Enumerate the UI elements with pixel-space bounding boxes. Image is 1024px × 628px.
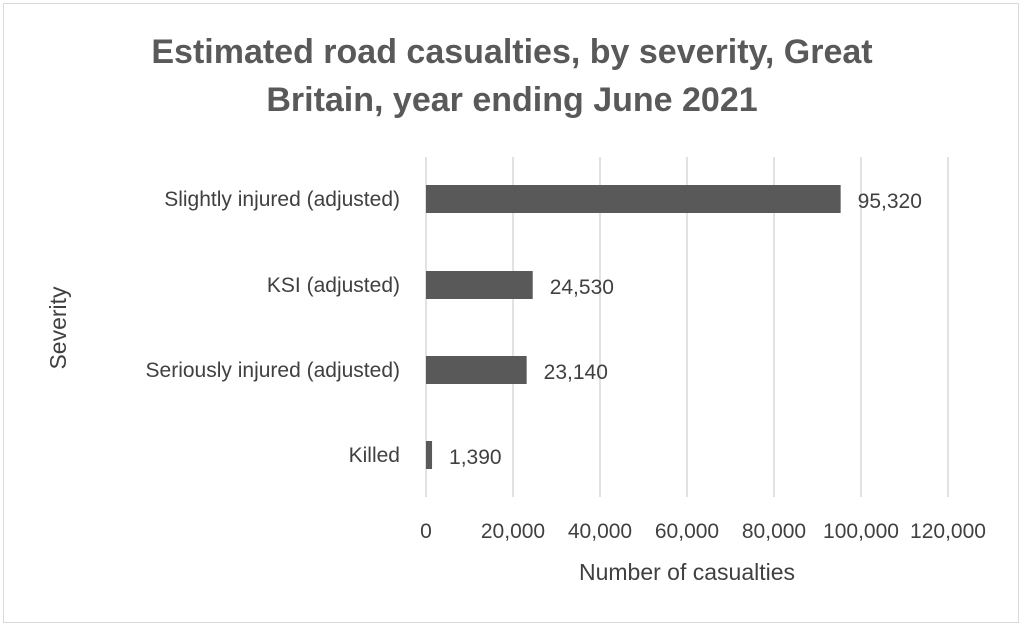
chart-title-line-1: Estimated road casualties, by severity, … <box>151 33 873 71</box>
x-tick-label: 80,000 <box>742 520 806 543</box>
data-label: 95,320 <box>858 190 922 213</box>
category-label: KSI (adjusted) <box>267 274 400 297</box>
bars <box>426 185 841 469</box>
x-tick-label: 40,000 <box>568 520 632 543</box>
x-tick-label: 0 <box>420 520 432 543</box>
x-tick-label: 100,000 <box>823 520 899 543</box>
bar <box>426 271 533 299</box>
x-axis-title: Number of casualties <box>579 559 795 585</box>
x-tick-labels: 0 20,000 40,000 60,000 80,000 100,000 120,000 <box>420 520 986 543</box>
category-labels: Slightly injured (adjusted) KSI (adjusted… <box>146 188 400 467</box>
y-axis-title: Severity <box>45 286 71 370</box>
x-tick-label: 120,000 <box>910 520 986 543</box>
chart-frame <box>3 3 1019 623</box>
data-label: 1,390 <box>449 446 502 469</box>
bar <box>426 356 527 384</box>
category-label: Killed <box>349 444 400 467</box>
data-labels: 95,320 24,530 23,140 1,390 <box>449 190 922 469</box>
category-label: Seriously injured (adjusted) <box>146 359 400 382</box>
data-label: 23,140 <box>544 361 608 384</box>
data-label: 24,530 <box>550 276 614 299</box>
gridlines <box>425 157 949 497</box>
category-label: Slightly injured (adjusted) <box>164 188 400 211</box>
bar <box>426 441 433 469</box>
bar <box>426 185 841 213</box>
x-tick-label: 20,000 <box>481 520 545 543</box>
chart-title: Estimated road casualties, by severity, … <box>0 28 1024 124</box>
x-tick-label: 60,000 <box>655 520 719 543</box>
chart-title-line-2: Britain, year ending June 2021 <box>266 81 758 119</box>
